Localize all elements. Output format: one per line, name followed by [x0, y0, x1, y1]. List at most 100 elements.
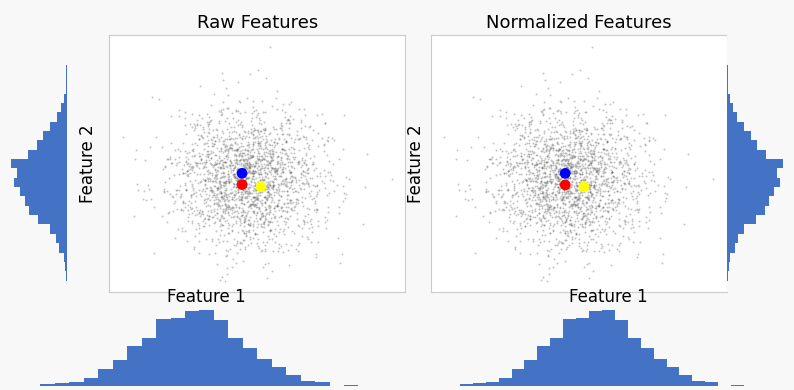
- Point: [578, 187, 591, 193]
- Point: [577, 202, 590, 208]
- Point: [557, 212, 570, 218]
- Point: [574, 204, 587, 210]
- Point: [273, 136, 286, 142]
- Point: [245, 126, 257, 132]
- Point: [569, 208, 582, 215]
- Point: [564, 134, 576, 140]
- Point: [575, 166, 588, 172]
- Point: [210, 145, 223, 151]
- Point: [644, 158, 657, 164]
- Point: [291, 209, 303, 216]
- Point: [231, 176, 244, 182]
- Point: [523, 147, 536, 154]
- Point: [531, 229, 544, 235]
- Point: [570, 197, 583, 203]
- Point: [530, 161, 543, 167]
- Point: [593, 197, 606, 203]
- Point: [599, 215, 612, 221]
- Point: [269, 136, 282, 142]
- Point: [212, 138, 225, 144]
- Point: [184, 206, 197, 212]
- Point: [514, 209, 526, 215]
- Point: [586, 167, 599, 173]
- Point: [501, 185, 514, 191]
- Point: [259, 215, 272, 221]
- Point: [621, 134, 634, 140]
- Point: [646, 168, 658, 175]
- Point: [232, 151, 245, 157]
- Bar: [727, 225, 744, 234]
- Point: [597, 208, 610, 215]
- Point: [515, 83, 527, 89]
- Point: [165, 140, 178, 146]
- Point: [242, 141, 255, 147]
- Point: [555, 167, 568, 174]
- Point: [548, 221, 561, 227]
- Point: [257, 220, 270, 226]
- Point: [230, 165, 243, 172]
- Point: [222, 171, 234, 177]
- Point: [619, 106, 632, 112]
- Point: [562, 195, 575, 201]
- Point: [501, 187, 514, 193]
- Point: [538, 222, 550, 228]
- Point: [266, 197, 279, 203]
- Point: [279, 138, 292, 144]
- Point: [241, 208, 254, 214]
- Point: [242, 175, 255, 181]
- Point: [530, 137, 542, 144]
- Point: [549, 236, 562, 242]
- Point: [178, 162, 191, 168]
- Bar: [727, 150, 765, 159]
- Point: [603, 152, 616, 159]
- Point: [170, 162, 183, 168]
- Point: [548, 256, 561, 262]
- Point: [570, 230, 583, 236]
- Point: [303, 175, 316, 181]
- Point: [588, 145, 600, 152]
- Point: [241, 210, 253, 216]
- Point: [198, 129, 210, 135]
- Point: [318, 167, 330, 174]
- Point: [508, 191, 521, 197]
- Point: [538, 165, 550, 172]
- Point: [195, 156, 207, 162]
- Point: [584, 182, 596, 188]
- Point: [296, 133, 309, 139]
- Point: [643, 204, 656, 210]
- Point: [275, 213, 287, 219]
- Point: [213, 217, 225, 223]
- Point: [183, 149, 196, 155]
- Point: [590, 167, 603, 173]
- Point: [192, 250, 205, 256]
- Point: [229, 119, 242, 125]
- Point: [227, 174, 240, 180]
- Point: [594, 188, 607, 194]
- Point: [244, 161, 256, 167]
- Point: [556, 196, 569, 202]
- Point: [553, 189, 565, 195]
- Point: [253, 207, 266, 214]
- Point: [561, 160, 573, 166]
- Point: [258, 169, 271, 176]
- Point: [284, 168, 297, 175]
- Point: [600, 165, 613, 171]
- Point: [265, 215, 278, 222]
- Point: [596, 193, 608, 199]
- Point: [624, 183, 637, 190]
- Point: [578, 136, 591, 143]
- Point: [215, 212, 228, 218]
- Point: [301, 234, 314, 240]
- Point: [271, 161, 283, 167]
- Point: [190, 162, 202, 168]
- Point: [263, 202, 276, 208]
- Point: [272, 207, 285, 213]
- Point: [299, 134, 312, 140]
- Point: [323, 177, 336, 183]
- Point: [558, 258, 571, 264]
- Point: [592, 105, 605, 112]
- Point: [562, 158, 575, 164]
- Point: [295, 161, 308, 168]
- Point: [629, 167, 642, 174]
- Point: [502, 168, 515, 174]
